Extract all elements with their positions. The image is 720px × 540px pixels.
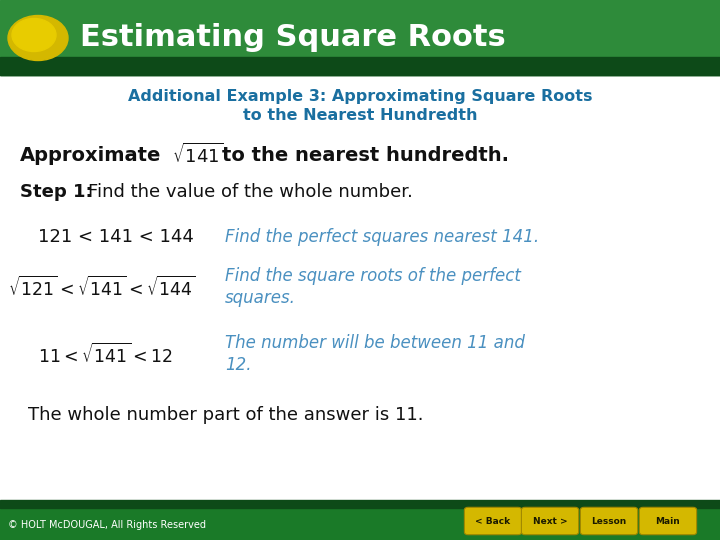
Text: Approximate: Approximate xyxy=(20,145,161,165)
Bar xyxy=(0,502,720,540)
Circle shape xyxy=(8,16,68,60)
Text: Estimating Square Roots: Estimating Square Roots xyxy=(80,23,505,51)
FancyBboxPatch shape xyxy=(521,507,579,535)
Text: The whole number part of the answer is 11.: The whole number part of the answer is 1… xyxy=(28,406,423,424)
Text: $\sqrt{121} < \sqrt{141} < \sqrt{144}$: $\sqrt{121} < \sqrt{141} < \sqrt{144}$ xyxy=(8,276,196,300)
Text: Main: Main xyxy=(656,516,680,525)
Bar xyxy=(0,0,720,75)
FancyBboxPatch shape xyxy=(464,507,521,535)
Text: to the nearest hundredth.: to the nearest hundredth. xyxy=(222,145,509,165)
Bar xyxy=(0,57,720,75)
Text: Lesson: Lesson xyxy=(591,516,626,525)
Text: Find the perfect squares nearest 141.: Find the perfect squares nearest 141. xyxy=(225,228,539,246)
Bar xyxy=(0,500,720,508)
Text: Additional Example 3: Approximating Square Roots: Additional Example 3: Approximating Squa… xyxy=(127,90,593,105)
FancyBboxPatch shape xyxy=(639,507,697,535)
Text: © HOLT McDOUGAL, All Rights Reserved: © HOLT McDOUGAL, All Rights Reserved xyxy=(8,520,206,530)
Text: $11 < \sqrt{141} < 12$: $11 < \sqrt{141} < 12$ xyxy=(38,343,173,367)
Text: Find the square roots of the perfect: Find the square roots of the perfect xyxy=(225,267,521,285)
Text: squares.: squares. xyxy=(225,289,296,307)
Text: < Back: < Back xyxy=(475,516,510,525)
Text: Step 1:: Step 1: xyxy=(20,183,93,201)
Text: Next >: Next > xyxy=(533,516,567,525)
Text: Find the value of the whole number.: Find the value of the whole number. xyxy=(88,183,413,201)
Bar xyxy=(0,65,720,75)
Text: 12.: 12. xyxy=(225,356,251,374)
Text: $\sqrt{141}$: $\sqrt{141}$ xyxy=(172,143,223,167)
Text: The number will be between 11 and: The number will be between 11 and xyxy=(225,334,525,352)
FancyBboxPatch shape xyxy=(580,507,638,535)
Text: to the Nearest Hundredth: to the Nearest Hundredth xyxy=(243,109,477,124)
Text: 121 < 141 < 144: 121 < 141 < 144 xyxy=(38,228,194,246)
Circle shape xyxy=(12,18,56,51)
